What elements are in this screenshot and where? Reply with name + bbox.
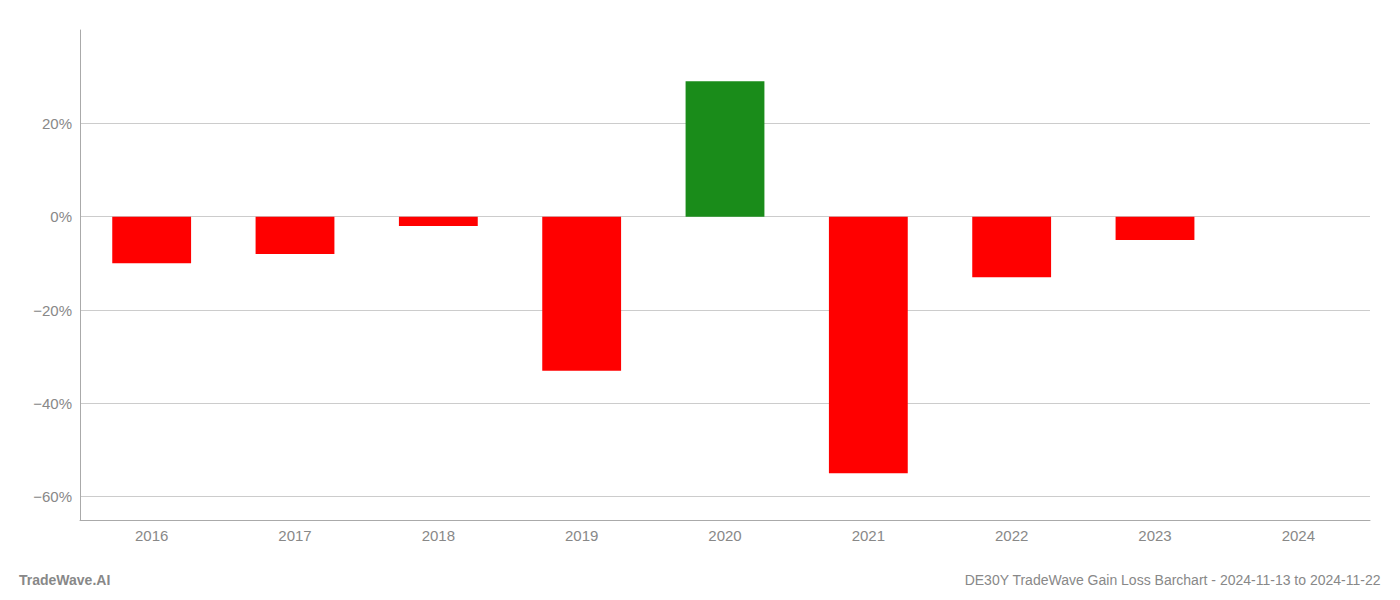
svg-text:2021: 2021 [852, 527, 885, 544]
svg-text:2023: 2023 [1138, 527, 1171, 544]
svg-text:2020: 2020 [708, 527, 741, 544]
svg-text:2016: 2016 [135, 527, 168, 544]
svg-text:−20%: −20% [33, 302, 72, 319]
svg-text:2017: 2017 [278, 527, 311, 544]
svg-text:−60%: −60% [33, 488, 72, 505]
svg-text:20%: 20% [42, 115, 72, 132]
svg-text:2024: 2024 [1282, 527, 1315, 544]
svg-text:2022: 2022 [995, 527, 1028, 544]
svg-text:2019: 2019 [565, 527, 598, 544]
svg-text:0%: 0% [50, 208, 72, 225]
svg-text:TradeWave.AI: TradeWave.AI [19, 572, 110, 588]
svg-text:DE30Y TradeWave Gain Loss Barc: DE30Y TradeWave Gain Loss Barchart - 202… [965, 572, 1381, 588]
svg-text:2018: 2018 [422, 527, 455, 544]
svg-text:−40%: −40% [33, 395, 72, 412]
